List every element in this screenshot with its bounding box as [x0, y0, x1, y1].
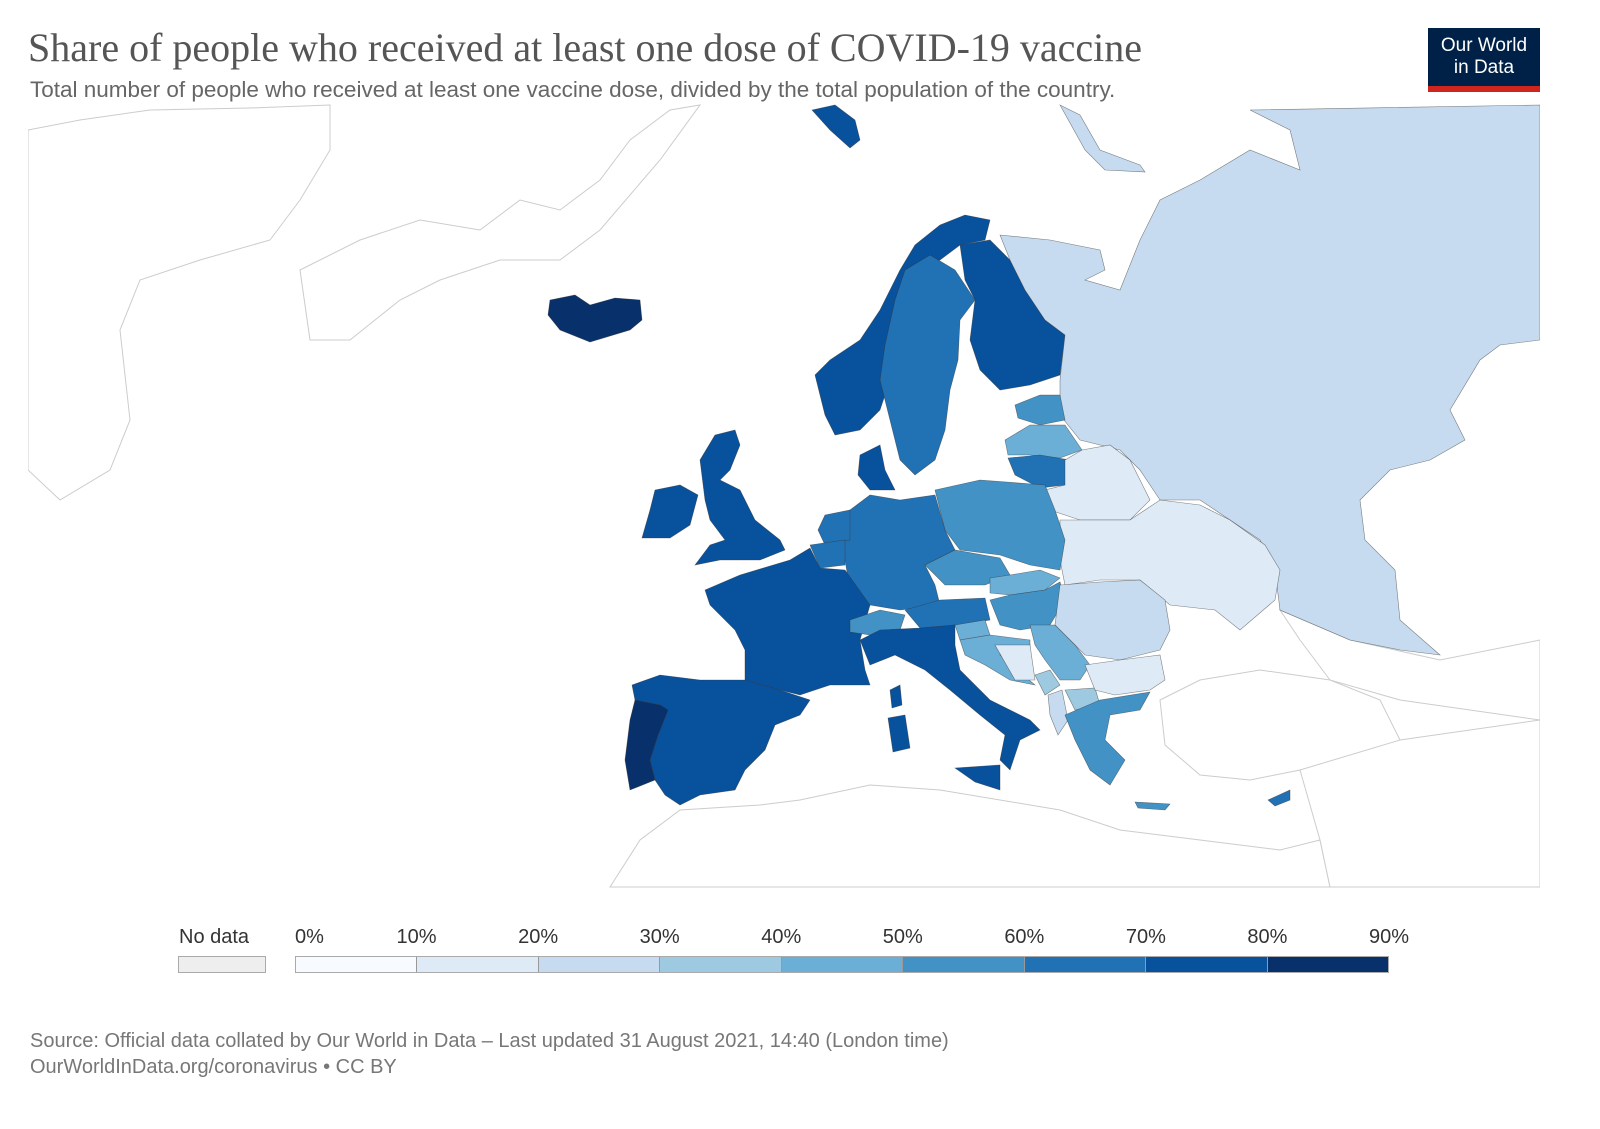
- country-russia[interactable]: [999, 104, 1540, 656]
- country-portugal[interactable]: [624, 699, 669, 791]
- country-svalbard[interactable]: [811, 104, 861, 149]
- logo-line1: Our World: [1440, 35, 1528, 56]
- arctic-island: [299, 104, 702, 341]
- source-link[interactable]: OurWorldInData.org/coronavirus • CC BY: [30, 1056, 397, 1078]
- country-bosnia[interactable]: [994, 644, 1036, 681]
- legend-bin-5[interactable]: [902, 957, 1024, 972]
- source-text: Source: Official data collated by Our Wo…: [30, 1030, 949, 1052]
- caucasus: [1278, 608, 1540, 721]
- chart-subtitle: Total number of people who received at l…: [30, 77, 1116, 102]
- legend-tick-label: 10%: [396, 926, 437, 948]
- legend-tick-label: 40%: [761, 926, 802, 948]
- footer: Source: Official data collated by Our Wo…: [30, 1028, 949, 1080]
- country-iceland[interactable]: [547, 294, 643, 343]
- chart-title: Share of people who received at least on…: [28, 25, 1143, 70]
- legend-tick-label: 90%: [1368, 926, 1410, 948]
- country-bulgaria[interactable]: [1084, 654, 1166, 696]
- country-slovakia[interactable]: [989, 569, 1061, 596]
- country-albania[interactable]: [1047, 689, 1069, 736]
- country-serbia[interactable]: [1029, 624, 1091, 681]
- country-united-kingdom[interactable]: [694, 429, 786, 566]
- country-denmark[interactable]: [857, 444, 896, 491]
- country-norway[interactable]: [814, 214, 991, 436]
- country-italy[interactable]: [859, 624, 1041, 771]
- legend-bin-2[interactable]: [537, 957, 660, 972]
- country-ireland[interactable]: [641, 484, 699, 539]
- country-italy-sicily[interactable]: [954, 764, 1001, 791]
- legend-tick-label: 0%: [295, 926, 324, 948]
- logo-line2: in Data: [1453, 57, 1515, 78]
- legend-bin-4[interactable]: [780, 957, 903, 972]
- country-france-corsica[interactable]: [889, 684, 903, 709]
- country-cyprus[interactable]: [1267, 789, 1291, 807]
- legend-color-bins: [295, 956, 1389, 973]
- legend-tick-label: 80%: [1247, 926, 1288, 948]
- country-estonia[interactable]: [1014, 394, 1066, 426]
- middle-east: [1299, 719, 1540, 888]
- country-montenegro[interactable]: [1034, 669, 1061, 696]
- country-greece-crete[interactable]: [1134, 801, 1171, 811]
- europe-map: [28, 104, 1540, 888]
- legend-bin-8[interactable]: [1266, 957, 1388, 972]
- legend-bin-6[interactable]: [1023, 957, 1146, 972]
- legend-tick-label: 60%: [1004, 926, 1045, 948]
- country-belgium[interactable]: [809, 539, 846, 569]
- legend-no-data-swatch: [178, 956, 266, 973]
- north-africa: [609, 784, 1331, 888]
- country-france[interactable]: [704, 547, 871, 696]
- country-latvia[interactable]: [1004, 424, 1083, 459]
- legend-tick-label: 20%: [518, 926, 559, 948]
- legend-bin-3[interactable]: [659, 957, 781, 972]
- legend-bin-1[interactable]: [416, 957, 538, 972]
- legend-tick-label: 50%: [882, 926, 923, 948]
- legend-tick-label: 30%: [639, 926, 680, 948]
- greenland: [28, 104, 331, 501]
- country-italy-sardinia[interactable]: [887, 714, 911, 753]
- country-greece[interactable]: [1064, 691, 1151, 786]
- country-ukraine[interactable]: [1059, 499, 1281, 631]
- legend-no-data-label: No data: [179, 926, 250, 948]
- country-russia-novaya-zemlya[interactable]: [1059, 104, 1146, 173]
- country-spain[interactable]: [631, 674, 811, 806]
- legend-bin-7[interactable]: [1145, 957, 1267, 972]
- legend-bin-0[interactable]: [296, 957, 417, 972]
- country-poland[interactable]: [934, 479, 1066, 571]
- owid-logo[interactable]: Our World in Data: [1428, 28, 1540, 92]
- country-germany[interactable]: [839, 494, 956, 611]
- legend-tick-label: 70%: [1125, 926, 1166, 948]
- country-sweden[interactable]: [879, 254, 976, 476]
